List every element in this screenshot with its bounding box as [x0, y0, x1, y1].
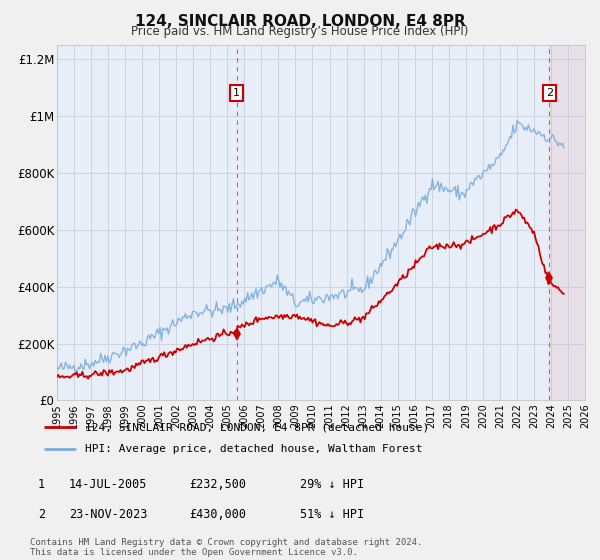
Text: Contains HM Land Registry data © Crown copyright and database right 2024.
This d: Contains HM Land Registry data © Crown c…: [30, 538, 422, 557]
Text: 23-NOV-2023: 23-NOV-2023: [69, 507, 148, 521]
Text: 29% ↓ HPI: 29% ↓ HPI: [300, 478, 364, 491]
Text: 124, SINCLAIR ROAD, LONDON, E4 8PR (detached house): 124, SINCLAIR ROAD, LONDON, E4 8PR (deta…: [85, 422, 429, 432]
Text: 124, SINCLAIR ROAD, LONDON, E4 8PR: 124, SINCLAIR ROAD, LONDON, E4 8PR: [134, 14, 466, 29]
Text: £430,000: £430,000: [189, 507, 246, 521]
Text: £232,500: £232,500: [189, 478, 246, 491]
Bar: [549, 45, 585, 400]
Text: 2: 2: [545, 88, 553, 98]
Text: 1: 1: [233, 88, 240, 98]
Text: Price paid vs. HM Land Registry’s House Price Index (HPI): Price paid vs. HM Land Registry’s House …: [131, 25, 469, 38]
Text: 1: 1: [38, 478, 45, 491]
Text: 51% ↓ HPI: 51% ↓ HPI: [300, 507, 364, 521]
Text: 14-JUL-2005: 14-JUL-2005: [69, 478, 148, 491]
Text: 2: 2: [38, 507, 45, 521]
Text: HPI: Average price, detached house, Waltham Forest: HPI: Average price, detached house, Walt…: [85, 444, 422, 454]
